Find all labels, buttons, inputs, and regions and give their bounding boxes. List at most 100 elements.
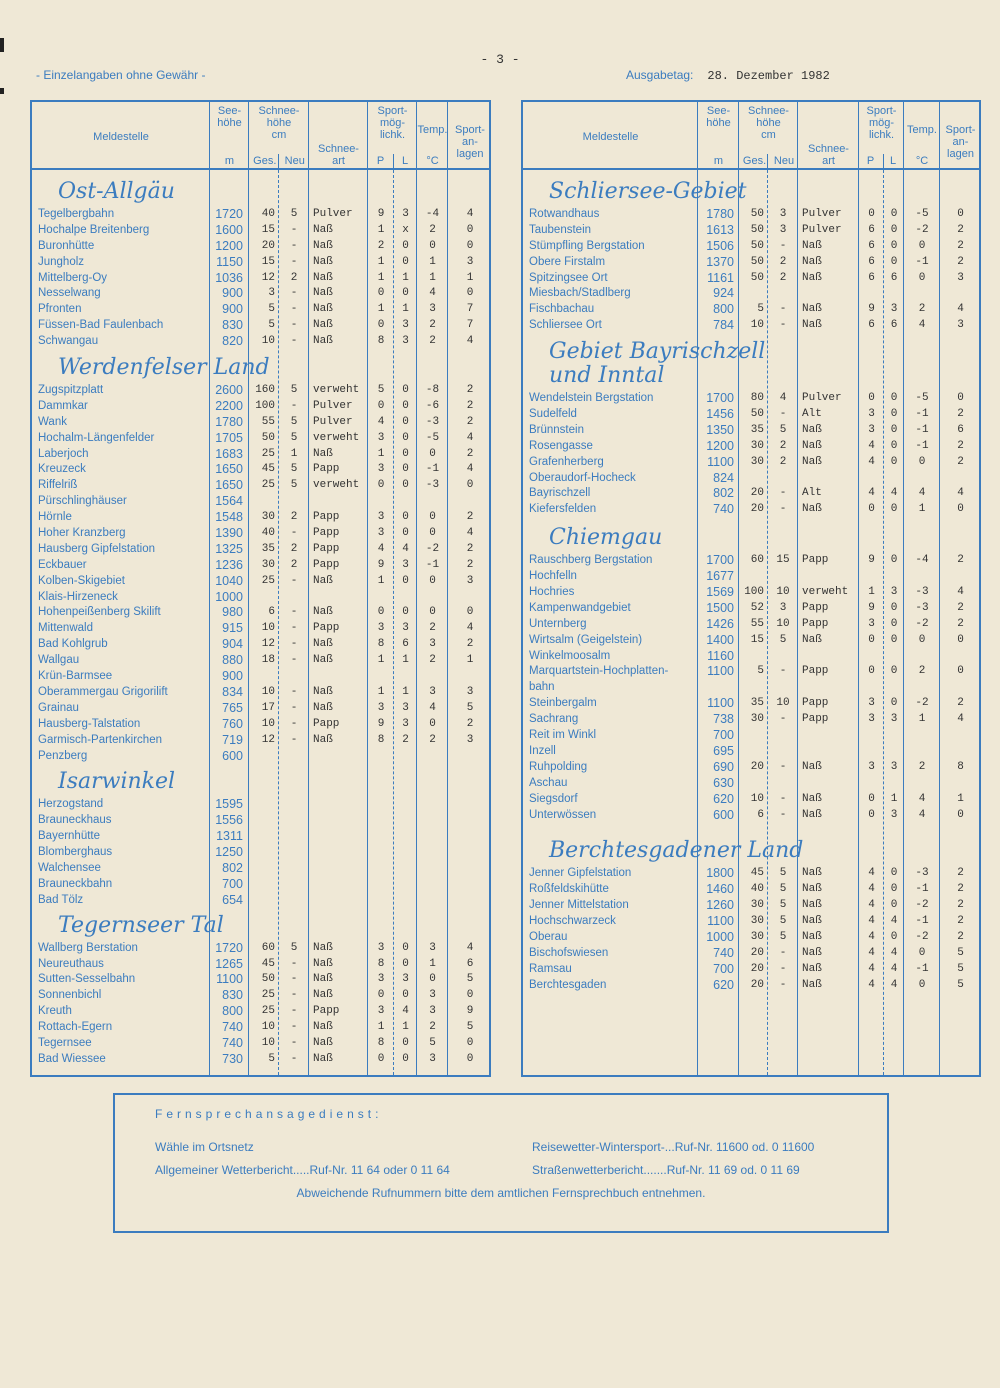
sport-p: 6	[868, 255, 875, 268]
temperature: 3	[429, 303, 436, 316]
facilities: 3	[466, 255, 474, 268]
snow-new: -	[290, 1052, 298, 1065]
sport-p: 9	[377, 558, 385, 571]
station-name: Inzell	[529, 744, 556, 757]
altitude: 1683	[215, 446, 243, 461]
sport-p: 0	[868, 808, 875, 821]
table-row: Kreuzeck 1650 45 5 Papp 3 0 -1 4	[32, 462, 489, 478]
header-label: lagen	[456, 148, 484, 160]
snow-type: Pulver	[802, 208, 842, 220]
snow-new: 2	[779, 255, 787, 268]
altitude: 1000	[215, 589, 243, 604]
temperature: -5	[915, 392, 929, 405]
sport-l: 0	[890, 223, 898, 236]
table-row: Kiefersfelden 740 20 - Naß 0 0 1 0	[523, 502, 979, 518]
station-name: Jenner Gipfelstation	[529, 867, 632, 880]
facilities: 0	[957, 665, 964, 678]
altitude: 1036	[215, 270, 243, 285]
temperature: 4	[918, 487, 926, 500]
station-name: Tegelbergbahn	[38, 208, 115, 220]
snow-type: Papp	[313, 622, 340, 635]
altitude: 2600	[215, 383, 243, 398]
facilities: 3	[957, 319, 964, 332]
sport-p: 8	[377, 335, 385, 348]
station-name: Hochschwarzeck	[529, 915, 616, 928]
table-row: Unternberg 1426 55 10 Papp 3 0 -2 2	[523, 617, 979, 633]
altitude: 830	[222, 318, 243, 333]
snow-type: Papp	[802, 554, 829, 567]
header-unit: °C	[426, 155, 439, 167]
sport-l: 6	[402, 638, 409, 651]
temperature: 0	[918, 946, 926, 959]
snow-type: Naß	[802, 239, 822, 252]
station-name: Riffelriß	[38, 479, 78, 492]
sport-p: 9	[868, 303, 875, 316]
snow-new: -	[290, 973, 298, 986]
temperature: 1	[918, 503, 926, 516]
altitude: 1000	[706, 929, 734, 944]
facilities: 2	[957, 915, 964, 928]
header-label: mög-	[868, 117, 895, 129]
snow-new: 5	[779, 899, 787, 912]
facilities: 2	[957, 617, 964, 630]
altitude: 1595	[215, 797, 243, 812]
header-schneeart: Schnee-art	[798, 102, 859, 168]
snow-total: 10	[750, 319, 764, 332]
snow-type: Papp	[313, 511, 340, 524]
column-divider	[767, 154, 768, 170]
snow-new: 3	[779, 223, 787, 236]
altitude: 784	[713, 318, 734, 333]
altitude: 1100	[216, 972, 243, 987]
snow-total: 25	[261, 479, 275, 492]
snow-total: 20	[750, 487, 764, 500]
altitude: 924	[713, 286, 734, 301]
sport-p: 0	[377, 1052, 385, 1065]
snow-new: -	[290, 701, 298, 714]
section-heading: Tegernseer Tal	[32, 913, 489, 938]
table-row: Siegsdorf 620 10 - Naß 0 1 4 1	[523, 792, 979, 808]
temperature: 2	[918, 760, 926, 773]
sport-l: 0	[890, 697, 898, 710]
table-row: Walchensee 802	[32, 861, 489, 877]
snow-new: -	[290, 989, 298, 1002]
snow-type: Papp	[313, 558, 340, 571]
table-row: Riffelriß 1650 25 5 verweht 0 0 -3 0	[32, 478, 489, 494]
temperature: 0	[429, 447, 436, 460]
facilities: 0	[466, 989, 474, 1002]
altitude: 1556	[215, 813, 243, 828]
sport-l: 0	[890, 408, 898, 421]
temperature: 2	[429, 733, 436, 746]
snow-total: 40	[261, 527, 275, 540]
header-schneehoehe: Schnee-höhe cm Ges. Neu	[739, 102, 798, 168]
table-row: Buronhütte 1200 20- Naß 2 0 0 0	[32, 239, 489, 255]
sport-l: 0	[402, 447, 409, 460]
sport-l: 3	[890, 808, 898, 821]
header-p: P	[866, 155, 875, 167]
sport-p: 6	[868, 271, 875, 284]
snow-total: 3	[268, 287, 275, 300]
station-name: Hausberg Gipfelstation	[38, 542, 155, 555]
altitude: 980	[222, 605, 243, 620]
station-name: Walchensee	[38, 861, 101, 874]
station-name: Kolben-Skigebiet	[38, 574, 125, 587]
altitude: 600	[222, 748, 243, 763]
table-row: Wendelstein Bergstation 1700 80 4 Pulver 0 0 -5…	[523, 391, 979, 407]
snow-type: Papp	[802, 713, 829, 726]
table-row: Wallgau 880 18 - Naß 1 1 2 1	[32, 653, 489, 669]
section-heading: Chiemgau	[523, 526, 979, 550]
header-label: höhe	[217, 117, 242, 129]
sport-p: 9	[868, 601, 875, 614]
footer-road-weather: Straßenwetterbericht.......Ruf-Nr. 11 69…	[532, 1163, 800, 1177]
snow-new: 2	[290, 271, 298, 284]
snow-total: 30	[750, 899, 764, 912]
sport-p: 6	[868, 319, 875, 332]
altitude: 1426	[706, 616, 734, 631]
temperature: 4	[429, 701, 436, 714]
station-name: Klais-Hirzeneck	[38, 590, 118, 603]
station-name: Brauneckbahn	[38, 877, 113, 890]
snow-new: -	[779, 978, 787, 991]
snow-total: 15	[261, 223, 275, 236]
temperature: 0	[918, 455, 926, 468]
altitude: 1325	[215, 541, 243, 556]
station-name: Jungholz	[38, 255, 85, 268]
